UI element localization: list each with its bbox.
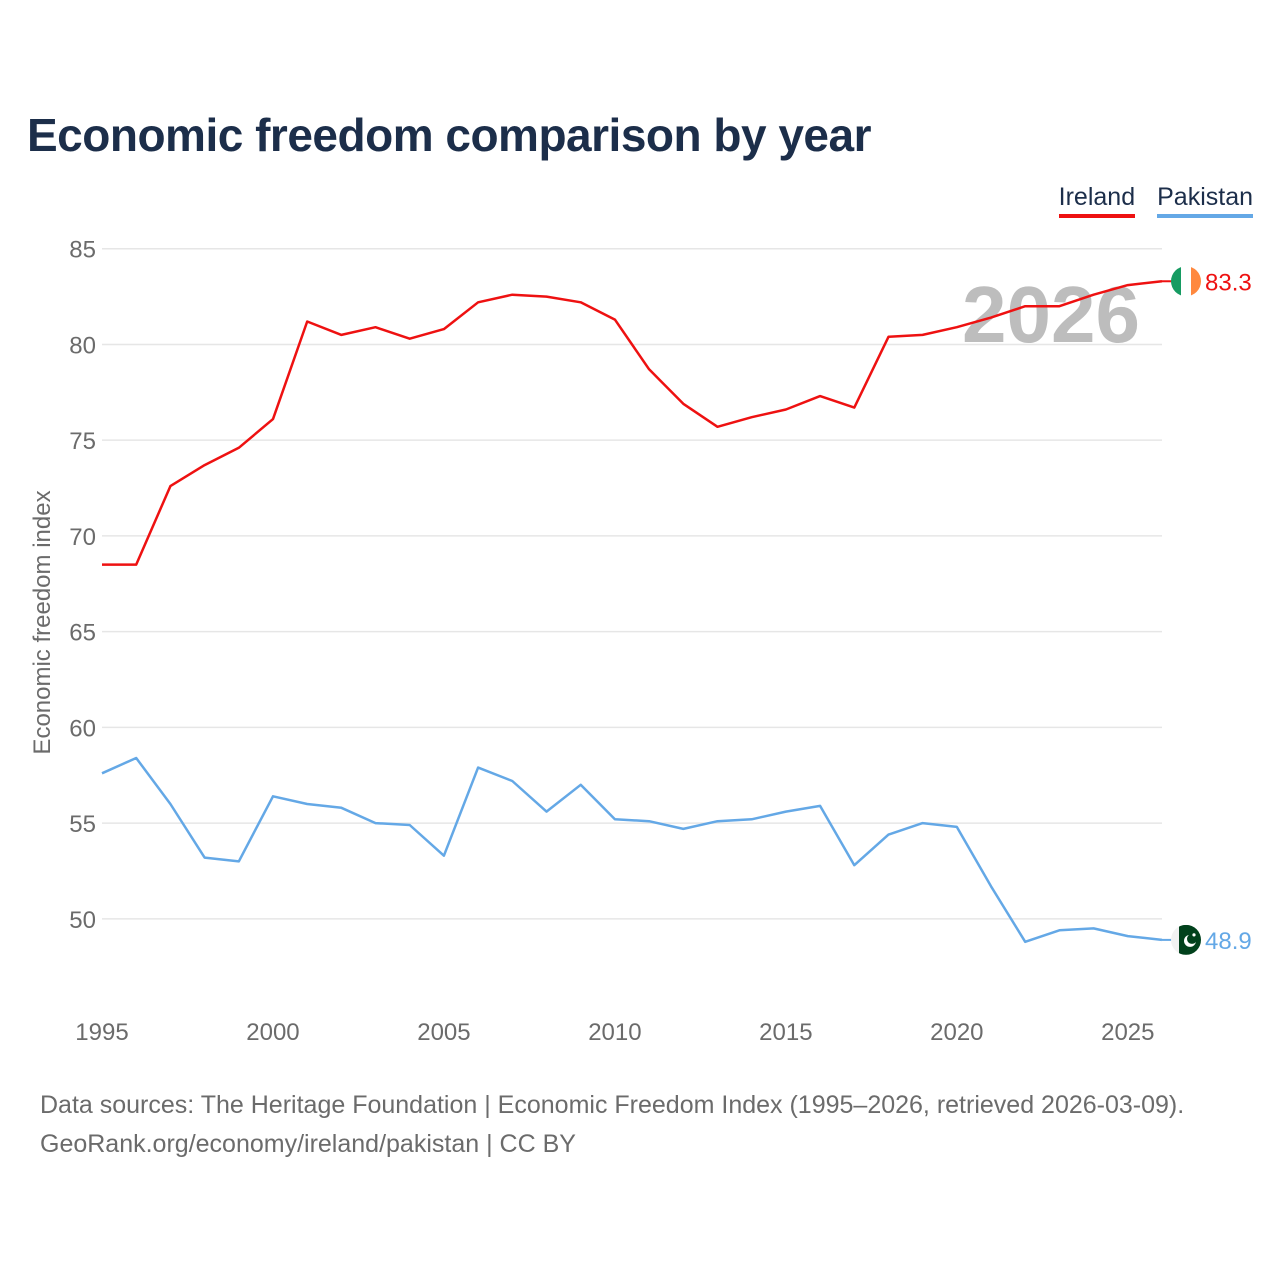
data-point-pakistan: [612, 816, 618, 822]
data-point-pakistan: [133, 755, 139, 761]
data-point-ireland: [475, 299, 481, 305]
y-tick-label: 80: [69, 332, 96, 359]
series-line-ireland[interactable]: [102, 280, 1163, 566]
y-tick-label: 65: [69, 620, 96, 647]
x-tick-label: 1995: [75, 1019, 128, 1046]
x-tick-label: 2015: [759, 1019, 812, 1046]
data-point-pakistan: [817, 803, 823, 809]
data-point-ireland: [133, 562, 139, 568]
data-point-pakistan: [714, 818, 720, 824]
y-tick-label: 55: [69, 811, 96, 838]
y-axis-label: Economic freedom index: [29, 490, 56, 754]
x-tick-label: 2010: [588, 1019, 641, 1046]
year-watermark: 2026: [962, 270, 1140, 359]
data-point-pakistan: [680, 826, 686, 832]
data-point-pakistan: [988, 883, 994, 889]
data-point-pakistan: [646, 818, 652, 824]
end-value-label-ireland: 83.3: [1205, 269, 1252, 296]
data-point-pakistan: [236, 858, 242, 864]
data-point-ireland: [373, 324, 379, 330]
y-tick-label: 60: [69, 715, 96, 742]
data-point-ireland: [202, 462, 208, 468]
legend: Ireland Pakistan: [1058, 183, 1253, 218]
data-point-ireland: [1022, 303, 1028, 309]
data-point-ireland: [304, 318, 310, 324]
data-point-pakistan: [1091, 925, 1097, 931]
data-point-pakistan: [954, 824, 960, 830]
x-tick-label: 2000: [246, 1019, 299, 1046]
data-point-pakistan: [920, 820, 926, 826]
data-point-ireland: [612, 317, 618, 323]
data-point-pakistan: [749, 816, 755, 822]
data-point-pakistan: [851, 862, 857, 868]
data-point-pakistan: [338, 805, 344, 811]
data-point-ireland: [270, 416, 276, 422]
data-point-pakistan: [885, 832, 891, 838]
x-tick-label: 2020: [930, 1019, 983, 1046]
data-point-ireland: [99, 562, 105, 568]
data-point-ireland: [578, 299, 584, 305]
data-point-pakistan: [407, 822, 413, 828]
y-tick-label: 75: [69, 428, 96, 455]
data-point-pakistan: [270, 793, 276, 799]
data-point-pakistan: [1056, 927, 1062, 933]
data-point-ireland: [680, 401, 686, 407]
data-point-ireland: [714, 424, 720, 430]
source-line: Data sources: The Heritage Foundation | …: [40, 1091, 1185, 1119]
data-point-pakistan: [441, 853, 447, 859]
data-point-ireland: [407, 336, 413, 342]
data-point-pakistan: [578, 782, 584, 788]
data-point-ireland: [885, 334, 891, 340]
data-point-ireland: [954, 324, 960, 330]
data-point-pakistan: [99, 770, 105, 776]
data-point-pakistan: [783, 809, 789, 815]
y-tick-label: 50: [69, 907, 96, 934]
y-tick-label: 85: [69, 237, 96, 264]
data-point-pakistan: [373, 820, 379, 826]
data-point-ireland: [441, 326, 447, 332]
x-tick-label: 2005: [417, 1019, 470, 1046]
data-point-ireland: [544, 294, 550, 300]
data-point-ireland: [749, 414, 755, 420]
data-point-pakistan: [167, 801, 173, 807]
series-line-pakistan[interactable]: [101, 756, 1163, 944]
data-point-ireland: [646, 366, 652, 372]
legend-item-ireland[interactable]: Ireland: [1058, 183, 1136, 218]
pakistan-flag-icon: [1171, 924, 1201, 955]
data-point-pakistan: [544, 809, 550, 815]
data-point-ireland: [1091, 292, 1097, 298]
data-point-ireland: [1125, 282, 1131, 288]
data-point-ireland: [851, 405, 857, 411]
data-point-ireland: [236, 445, 242, 451]
attribution-line: GeoRank.org/economy/ireland/pakistan | C…: [40, 1130, 576, 1158]
data-point-pakistan: [1125, 933, 1131, 939]
data-point-ireland: [509, 292, 515, 298]
legend-item-pakistan[interactable]: Pakistan: [1157, 183, 1253, 218]
ireland-flag-icon: [1171, 266, 1201, 297]
y-tick-label: 70: [69, 524, 96, 551]
chart-title: Economic freedom comparison by year: [27, 109, 872, 161]
data-point-pakistan: [475, 765, 481, 771]
data-point-ireland: [167, 483, 173, 489]
data-point-ireland: [1056, 303, 1062, 309]
data-point-ireland: [783, 407, 789, 413]
data-point-ireland: [988, 315, 994, 321]
x-tick-label: 2025: [1101, 1019, 1154, 1046]
data-point-pakistan: [304, 801, 310, 807]
data-point-pakistan: [509, 778, 515, 784]
data-point-ireland: [338, 332, 344, 338]
end-value-label-pakistan: 48.9: [1205, 928, 1252, 955]
data-point-pakistan: [1022, 939, 1028, 945]
data-point-pakistan: [202, 855, 208, 861]
data-point-ireland: [817, 393, 823, 399]
source-footer: Data sources: The Heritage Foundation | …: [40, 1086, 1184, 1164]
data-point-ireland: [920, 332, 926, 338]
